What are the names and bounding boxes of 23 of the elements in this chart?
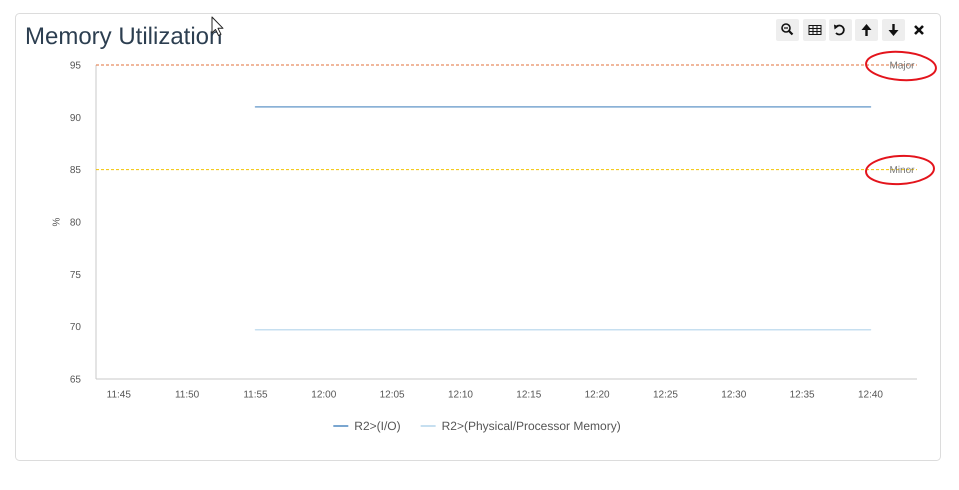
y-tick-label: 80 — [70, 218, 82, 228]
y-tick-label: 95 — [70, 60, 82, 72]
y-tick-label: 85 — [70, 165, 82, 176]
x-tick-label: 12:35 — [790, 390, 816, 400]
y-tick-label: 65 — [70, 374, 82, 386]
legend-label: R2>(Physical/Processor Memory) — [442, 419, 621, 434]
x-tick-label: 12:10 — [448, 390, 474, 400]
x-tick-label: 11:45 — [106, 390, 132, 400]
chart-title: Memory Utilization — [25, 23, 222, 50]
y-tick-label: 70 — [70, 322, 82, 334]
x-tick-label: 12:25 — [652, 390, 678, 400]
y-axis-title: % — [52, 217, 62, 226]
x-tick-label: 12:15 — [516, 390, 542, 400]
x-tick-label: 12:30 — [721, 390, 747, 400]
y-tick-label: 90 — [70, 112, 82, 124]
x-tick-label: 12:40 — [858, 390, 884, 400]
y-tick-label: 75 — [70, 270, 82, 281]
x-tick-label: 12:20 — [584, 390, 610, 400]
x-tick-label: 11:50 — [174, 390, 200, 400]
x-tick-label: 11:55 — [243, 390, 268, 400]
legend-label: R2>(I/O) — [354, 419, 401, 434]
x-tick-label: 12:05 — [380, 390, 406, 400]
x-tick-label: 12:00 — [311, 390, 337, 400]
